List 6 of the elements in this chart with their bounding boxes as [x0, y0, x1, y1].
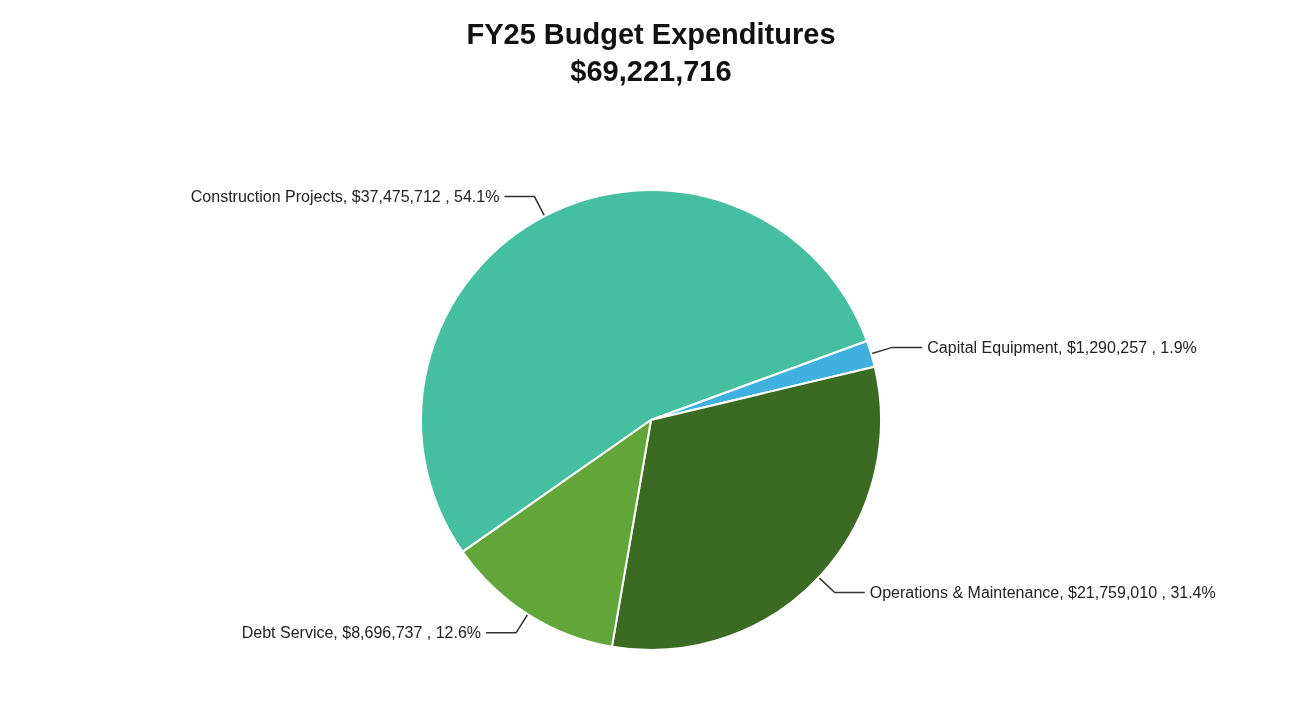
slice-label: Construction Projects, $37,475,712 , 54.1% — [190, 188, 500, 206]
slice-label: Debt Service, $8,696,737 , 12.6% — [241, 624, 482, 642]
slice-label: Operations & Maintenance, $21,759,010 , 31.4% — [869, 583, 1216, 601]
chart-subtitle: $69,221,716 — [570, 54, 732, 87]
chart-title: FY25 Budget Expenditures — [466, 17, 836, 50]
slice-label: Capital Equipment, $1,290,257 , 1.9% — [927, 338, 1197, 356]
